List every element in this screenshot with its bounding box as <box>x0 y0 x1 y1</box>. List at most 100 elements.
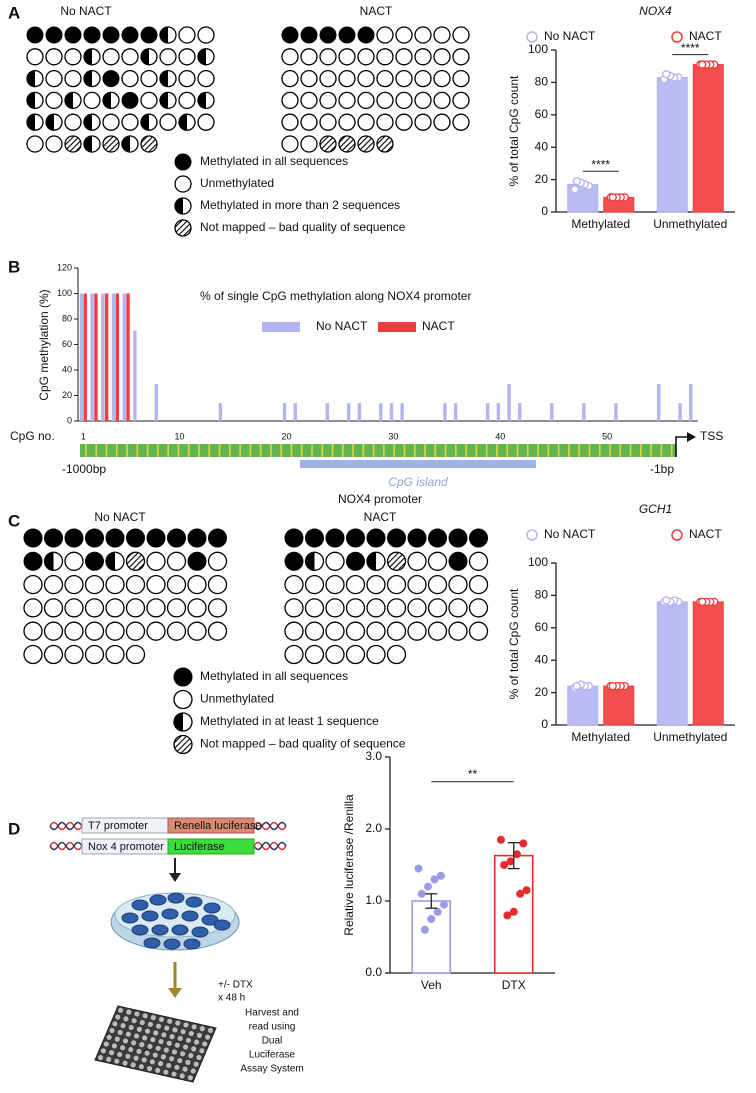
well <box>196 1054 202 1061</box>
unmethylated-circle <box>166 551 187 571</box>
well <box>134 1011 140 1017</box>
bar <box>550 403 554 421</box>
data-point <box>519 839 528 848</box>
unmethylated-circle <box>433 91 451 110</box>
tss-arrow <box>675 436 688 457</box>
cpg-site <box>105 444 108 457</box>
well <box>174 1042 180 1048</box>
unmethylated-circle <box>427 621 448 641</box>
cell <box>201 914 219 926</box>
methylated-circle <box>284 551 304 571</box>
unmethylated-circle <box>300 135 318 153</box>
data-point <box>522 886 531 895</box>
unmethylated-circle <box>448 621 468 641</box>
cell <box>141 910 159 922</box>
unmethylated-circle <box>64 621 84 641</box>
unmethylated-circle <box>395 113 413 131</box>
bar <box>79 293 84 421</box>
unmethylated-circle <box>43 621 64 641</box>
unmethylated-circle <box>325 644 345 665</box>
cpg-site <box>485 444 488 457</box>
cpg-site <box>362 444 365 457</box>
y-tick-label: 60 <box>535 620 549 634</box>
well <box>142 1035 148 1041</box>
x-tick-label: Methylated <box>571 217 630 231</box>
unmethylated-circle <box>45 91 63 110</box>
unmethylated-circle <box>281 135 299 153</box>
unmethylated-circle <box>357 69 375 88</box>
legend-text: Unmethylated <box>200 176 274 190</box>
y-tick-label: 0 <box>541 204 548 218</box>
methylated-circle <box>319 26 337 44</box>
bar <box>656 384 661 421</box>
bar <box>614 403 618 421</box>
methylated-circle <box>387 528 406 548</box>
methylated-circle <box>448 528 468 548</box>
promoter-label: NOX4 promoter <box>338 492 422 506</box>
bar <box>346 403 351 421</box>
construct-label: Luciferase <box>174 841 225 853</box>
unmethylated-circle <box>281 69 299 88</box>
unmethylated-circle <box>26 135 44 153</box>
grid-title: NACT <box>364 510 397 524</box>
well <box>130 1062 136 1068</box>
legend-marker <box>671 31 683 43</box>
unmapped-circle <box>386 551 407 571</box>
well <box>133 1033 140 1039</box>
unmethylated-circle <box>125 598 146 618</box>
unmethylated-circle <box>414 91 432 110</box>
unmapped-circle <box>125 551 146 571</box>
well <box>144 1028 151 1034</box>
unmethylated-circle <box>197 26 215 44</box>
unmethylated-circle <box>338 48 356 66</box>
construct-label: T7 promoter <box>88 820 148 832</box>
partial-half <box>27 70 35 87</box>
methylated-circle <box>305 528 324 548</box>
well <box>191 1046 197 1052</box>
unmethylated-circle <box>43 574 64 595</box>
well <box>196 1032 203 1038</box>
methylated-circle <box>44 528 63 548</box>
well <box>163 1047 169 1053</box>
methylated-circle <box>105 528 125 548</box>
well <box>202 1041 208 1047</box>
unmethylated-circle <box>376 69 394 88</box>
well <box>108 1050 115 1056</box>
methylated-circle <box>85 528 104 548</box>
unmethylated-circle <box>207 551 228 571</box>
unmapped-circle <box>357 135 375 153</box>
unmethylated-circle <box>146 598 166 618</box>
unmethylated-circle <box>43 644 64 665</box>
well <box>185 1037 191 1043</box>
promoter-bar <box>80 444 676 457</box>
partial-half <box>44 552 54 571</box>
unmethylated-circle <box>121 113 139 131</box>
bar <box>678 403 682 421</box>
well <box>182 1066 188 1072</box>
methylated-circle <box>64 528 84 548</box>
readout: Harvest and <box>245 1008 299 1019</box>
methylated-circle <box>187 528 207 548</box>
unmapped-circle <box>376 135 394 153</box>
unmethylated-circle <box>187 621 207 641</box>
unmethylated-circle <box>102 48 120 66</box>
unmethylated-circle <box>366 574 386 595</box>
bar <box>111 293 116 421</box>
y-tick-label: 100 <box>528 555 548 569</box>
data-point <box>608 193 617 202</box>
unmethylated-circle <box>325 621 345 641</box>
cell <box>161 908 179 920</box>
x-tick-label: DTX <box>502 978 526 992</box>
data-point <box>424 882 433 891</box>
cpg-site <box>465 444 467 457</box>
cell <box>151 924 169 936</box>
readout: read using <box>249 1022 296 1033</box>
bar <box>357 403 362 421</box>
partial-half <box>65 92 73 109</box>
unmethylated-circle <box>207 621 228 641</box>
legend-swatch <box>378 322 416 332</box>
partial-half <box>84 136 92 152</box>
partial-half <box>305 552 315 571</box>
partial-half <box>27 92 35 109</box>
